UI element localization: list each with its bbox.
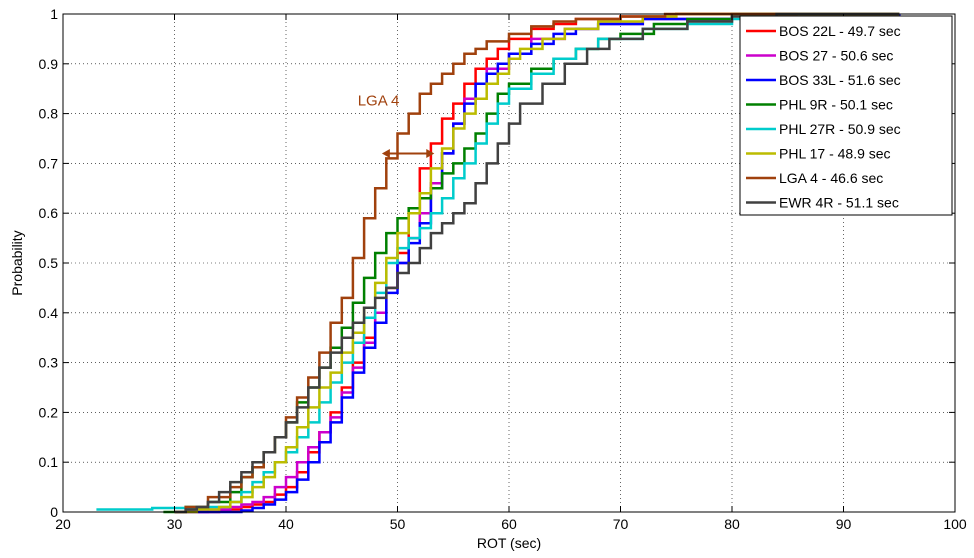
annotation-arrowhead-left (381, 148, 390, 158)
legend-label: EWR 4R - 51.1 sec (779, 195, 899, 211)
y-tick-label: 0.3 (39, 355, 59, 371)
x-tick-label: 50 (390, 516, 406, 532)
y-tick-label: 0.9 (39, 56, 59, 72)
legend-label: BOS 33L - 51.6 sec (779, 72, 901, 88)
y-tick-label: 0.8 (39, 106, 59, 122)
x-tick-label: 40 (278, 516, 294, 532)
x-axis-title: ROT (sec) (477, 535, 541, 551)
legend-label: BOS 27 - 50.6 sec (779, 48, 893, 64)
legend-box (739, 15, 953, 216)
annotations: LGA 4 (358, 93, 435, 158)
y-axis-title: Probability (9, 230, 25, 295)
y-tick-label: 0.5 (39, 255, 59, 271)
x-tick-label: 30 (167, 516, 183, 532)
x-tick-label: 60 (501, 516, 517, 532)
series-line-8 (174, 12, 900, 514)
x-tick-label: 80 (724, 516, 740, 532)
y-tick-label: 0.7 (39, 155, 59, 171)
annotation-arrowhead-right (426, 148, 435, 158)
legend-label: LGA 4 - 46.6 sec (779, 170, 883, 186)
x-tick-label: 20 (55, 516, 71, 532)
y-tick-label: 0.6 (39, 205, 59, 221)
y-tick-label: 0 (50, 504, 58, 520)
x-tick-label: 100 (943, 516, 967, 532)
legend: BOS 22L - 49.7 sec BOS 27 - 50.6 sec BOS 3… (739, 15, 953, 216)
y-tick-label: 1 (50, 6, 58, 22)
legend-label: PHL 27R - 50.9 sec (779, 121, 901, 137)
x-tick-label: 90 (836, 516, 852, 532)
grid-lines (63, 14, 955, 512)
y-tick-label: 0.2 (39, 404, 59, 420)
legend-label: PHL 17 - 48.9 sec (779, 146, 891, 162)
legend-label: PHL 9R - 50.1 sec (779, 97, 893, 113)
annotation-label: LGA 4 (358, 93, 400, 110)
x-tick-label: 70 (613, 516, 629, 532)
series-lines (96, 12, 901, 514)
series-line-6 (174, 12, 900, 514)
legend-entries: BOS 22L - 49.7 sec BOS 27 - 50.6 sec BOS 3… (746, 23, 901, 211)
series-line-5 (96, 12, 900, 511)
legend-label: BOS 22L - 49.7 sec (779, 23, 901, 39)
axis-ticks: 20 30 40 50 60 70 80 90 100 0 0.1 0.2 0.3 0.4 0.5 0.6 0.… (39, 6, 967, 532)
y-tick-label: 0.4 (39, 305, 59, 321)
series-line-7 (174, 12, 900, 514)
y-tick-label: 0.1 (39, 454, 59, 470)
